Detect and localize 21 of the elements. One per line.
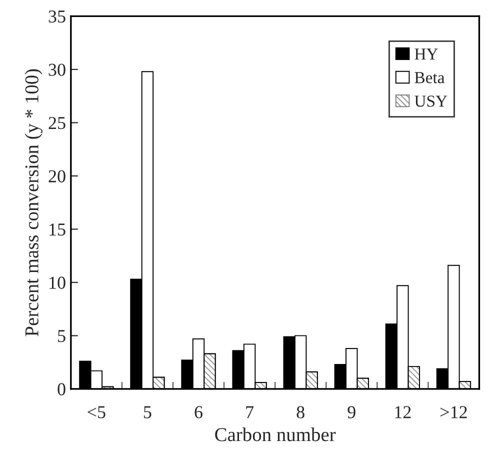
legend-label: USY [414,96,448,107]
x-tick-label: 6 [194,406,202,418]
legend-label: HY [414,48,438,60]
x-axis-title: Carbon number [215,428,336,442]
y-tick-label: 30 [48,64,66,76]
x-tick-label: 9 [348,406,356,418]
legend-label: Beta [414,72,445,84]
y-tick-label: 35 [48,10,66,23]
y-axis-title: Percent mass conversion (y * 100) [24,69,42,336]
x-tick-label: >12 [440,406,467,418]
y-tick-label: 10 [50,276,66,289]
x-tick-label: 8 [296,406,304,418]
y-tick-label: 0 [58,383,66,396]
y-tick-label: 15 [50,224,66,236]
x-tick-label: 12 [395,406,411,418]
y-tick-label: 25 [48,117,66,130]
y-tick-label: 5 [58,330,66,342]
x-tick-label: 7 [246,406,254,418]
x-tick-label: <5 [88,406,106,418]
x-tick-label: 5 [144,406,152,418]
y-tick-label: 20 [48,170,66,182]
